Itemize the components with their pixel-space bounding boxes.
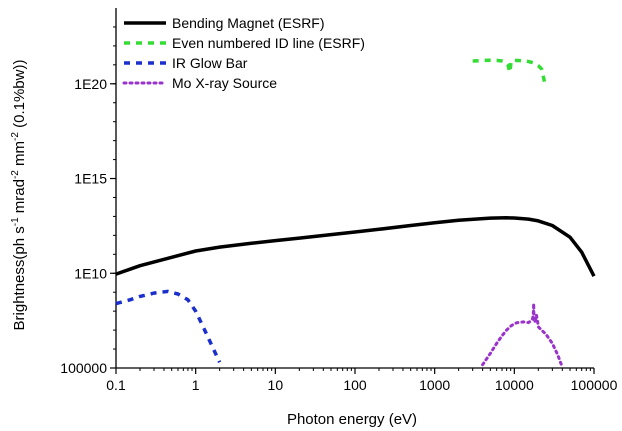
y-axis-label-part-2: mrad [11,179,28,217]
x-tick-label: 0.1 [106,377,126,393]
y-axis-ticks: 100000 1E10 1E15 1E20 [60,26,116,376]
y-axis-label: Brightness(ph s-1 mrad-2 mm-2 (0.1%bw)) [10,60,28,331]
y-tick-label: 1E10 [74,265,107,281]
x-tick-label: 10 [268,377,284,393]
y-axis-label-part-4: mm [11,141,28,170]
x-tick-label: 1000 [419,377,450,393]
y-tick-label: 1E20 [74,76,107,92]
y-tick-label: 1E15 [74,171,107,187]
legend-label-3: Mo X-ray Source [172,75,277,91]
series-line-2 [115,289,222,364]
series-line-3 [481,302,564,369]
legend-label-2: IR Glow Bar [172,55,248,71]
x-tick-label: 1 [192,377,200,393]
x-tick-label: 100 [343,377,367,393]
x-axis-label: Photon energy (eV) [287,411,417,428]
y-tick-label: 100000 [60,360,107,376]
y-axis-label-part-0: Brightness(ph s [11,226,28,330]
y-axis-label-sup-1: -1 [10,217,21,226]
series-layer [115,58,596,369]
y-axis-label-part-6: (0.1%bw)) [11,60,28,133]
legend-label-0: Bending Magnet (ESRF) [172,15,325,31]
y-axis-label-sup-3: -2 [10,170,21,179]
x-axis-ticks: 0.1 1 10 100 1000 10000 100000 [106,368,618,393]
legend: Bending Magnet (ESRF) Even numbered ID li… [122,15,365,91]
x-tick-label: 100000 [571,377,618,393]
series-line-0 [115,216,596,277]
series-line-1 [472,58,547,83]
legend-label-1: Even numbered ID line (ESRF) [172,35,365,51]
y-axis-label-sup-5: -2 [10,132,21,141]
x-tick-label: 10000 [495,377,534,393]
